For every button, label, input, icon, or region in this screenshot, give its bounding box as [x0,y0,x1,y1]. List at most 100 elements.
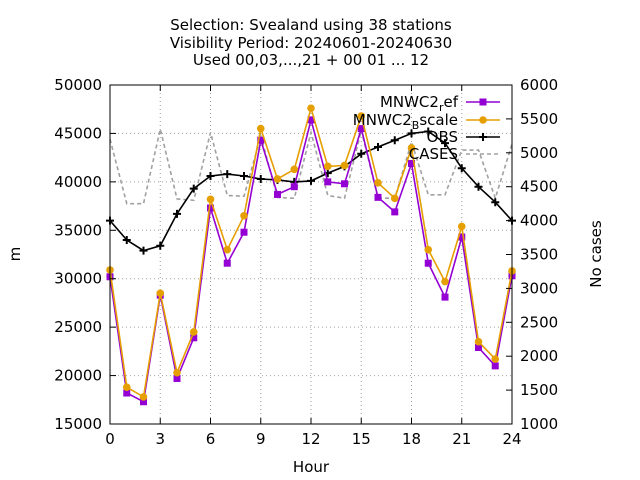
data-point [206,172,215,181]
x-tick-label: 9 [256,430,266,448]
data-point [479,133,487,141]
data-point [491,355,500,363]
data-point [408,159,415,167]
data-point [156,289,165,298]
data-point [407,144,416,152]
data-point [479,98,487,106]
data-point [341,180,348,188]
data-point [190,334,198,342]
data-point [357,112,366,120]
x-tick-label: 18 [402,430,421,448]
data-point [424,127,433,136]
data-point [390,136,399,145]
data-point [424,259,432,267]
data-point [173,368,181,377]
data-point [256,174,265,183]
y2-tick-label: 5000 [520,144,558,162]
data-point [390,194,399,203]
data-point [374,142,382,151]
data-point [474,182,483,191]
data-point [458,233,466,241]
data-point [139,393,148,401]
data-point [324,178,332,186]
data-point [173,209,181,218]
y-tick-label: 35000 [54,221,102,239]
data-point [407,129,416,138]
data-point [441,293,449,301]
data-point [391,208,399,216]
series-group [106,104,516,406]
data-point [122,235,131,244]
legend-label: MNWC2ref [380,93,459,114]
data-point [357,149,366,158]
data-point [240,211,248,220]
y2-tick-label: 4500 [520,178,558,196]
y2-tick-label: 1500 [520,381,558,399]
data-point [223,245,232,254]
series-obs [106,127,516,255]
x-tick-label: 15 [352,430,371,448]
y2-tick-label: 2000 [520,347,558,365]
data-point [475,343,482,351]
y-tick-label: 25000 [54,318,102,336]
data-point [307,116,315,124]
data-point [122,383,131,391]
data-point [491,198,500,207]
data-point [307,176,315,185]
title-line-1: Selection: Svealand using 38 stations [170,16,452,34]
y2-tick-label: 5500 [520,110,558,128]
chart-title: Selection: Svealand using 38 stations Vi… [170,16,452,69]
data-point [290,183,298,191]
y-tick-label: 50000 [54,76,102,94]
data-point [173,374,181,382]
data-point [479,116,487,124]
y-tick-label: 20000 [54,367,102,385]
series-line [109,128,513,205]
y-axis-label: m [6,247,24,262]
y-tick-label: 30000 [54,270,102,288]
x-tick-label: 24 [502,430,521,448]
data-point [323,162,332,171]
y2-tick-label: 2500 [520,313,558,331]
ticks: 0 3 6 9 12 15 18 21 24 15000 20000 25000 30000 35000 4… [54,76,558,448]
data-point [374,193,382,201]
data-point [274,190,281,198]
data-point [189,184,198,193]
x-tick-label: 0 [105,430,115,448]
data-point [273,175,282,183]
y2-tick-label: 6000 [520,76,558,94]
data-point [207,204,214,212]
data-point [457,164,466,173]
y2-tick-label: 3500 [520,246,558,264]
data-point [240,228,248,236]
data-point [340,161,349,170]
data-point [491,362,499,370]
y-tick-label: 15000 [54,415,102,433]
x-tick-label: 3 [155,430,165,448]
data-point [307,104,315,113]
y2-tick-label: 4000 [520,212,558,230]
x-tick-label: 21 [452,430,471,448]
data-point [424,245,433,254]
data-point [189,328,198,336]
title-line-2: Visibility Period: 20240601-20240630 [170,34,452,52]
data-point [257,136,265,144]
data-point [240,172,248,181]
y-tick-label: 40000 [54,173,102,191]
series-cases [109,128,513,205]
data-point [374,179,382,187]
data-point [441,277,449,286]
y2-tick-label: 1000 [520,415,558,433]
data-point [140,398,147,406]
y2-tick-label: 3000 [520,279,558,297]
data-point [223,170,232,179]
x-axis-label: Hour [293,458,330,476]
data-point [457,222,466,231]
data-point [256,124,265,133]
data-point [156,241,165,250]
data-point [357,125,365,133]
data-point [474,337,483,346]
data-point [139,246,148,255]
